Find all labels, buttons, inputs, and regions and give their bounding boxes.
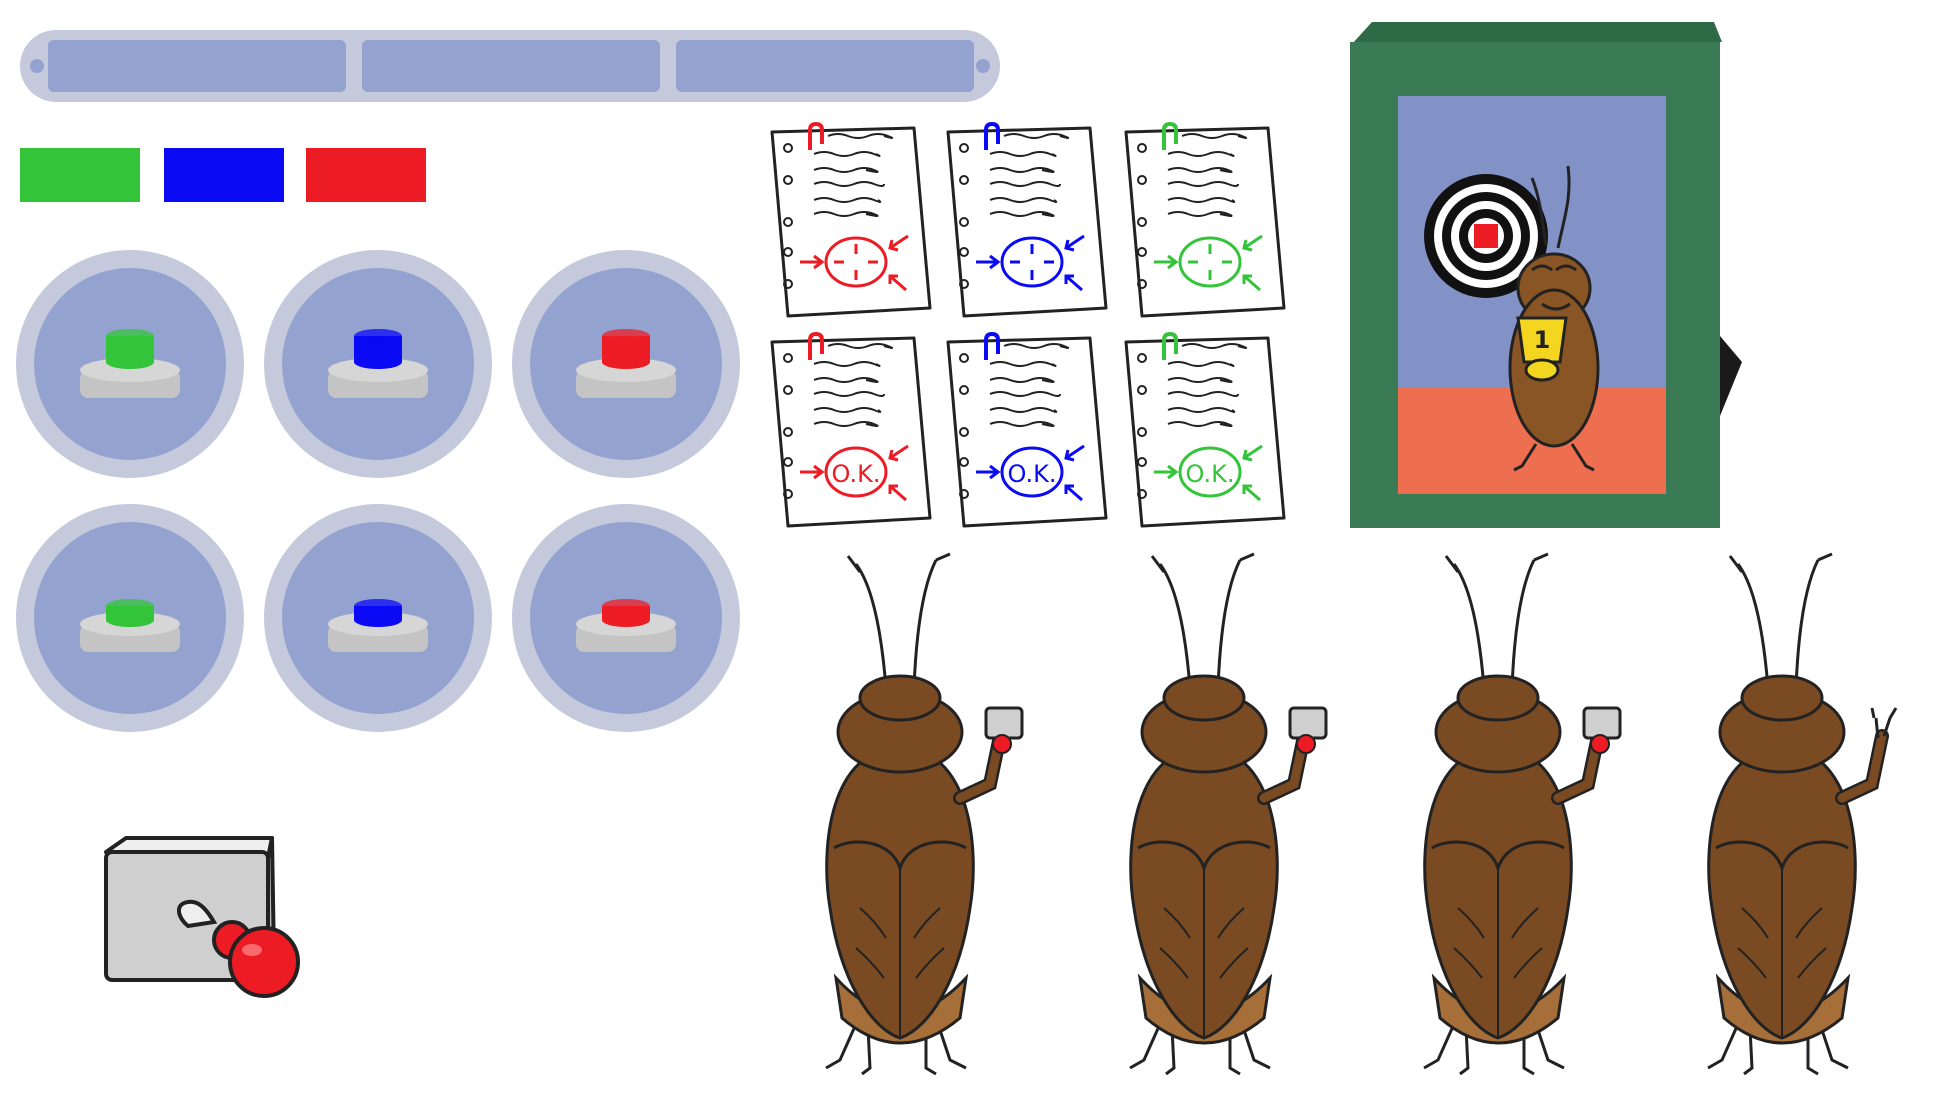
segment-3[interactable] — [676, 40, 974, 92]
raised-button-3[interactable] — [512, 250, 740, 478]
champion-roach-icon — [1508, 165, 1600, 472]
raised-button-icon — [576, 329, 676, 398]
ok-stamp-text: O.K. — [832, 460, 881, 488]
swatch-red[interactable] — [306, 148, 426, 202]
cockroach-icon — [1129, 552, 1328, 1076]
bullseye-target-icon — [1424, 174, 1548, 298]
raised-button-icon — [328, 329, 428, 398]
raised-button-1[interactable] — [16, 250, 244, 478]
segment-1[interactable] — [48, 40, 346, 92]
segment-bar-right-cap — [976, 59, 990, 73]
segment-bar-left-cap — [30, 59, 44, 73]
trophy-cabinet: 1 — [1350, 22, 1742, 528]
target-document-icon[interactable] — [766, 121, 936, 320]
trophy-number: 1 — [1534, 326, 1551, 354]
swatch-blue[interactable] — [164, 148, 284, 202]
pressed-button-3[interactable] — [512, 504, 740, 732]
ok-stamp-text: O.K. — [1186, 460, 1235, 488]
target-document-icon[interactable] — [1120, 121, 1290, 320]
pressed-button-icon — [80, 599, 180, 652]
pressed-button-icon — [576, 599, 676, 652]
target-document-icon[interactable] — [942, 121, 1112, 320]
raised-button-icon — [80, 329, 180, 398]
approved-document-icon[interactable]: O.K. — [766, 331, 936, 530]
segment-2[interactable] — [362, 40, 660, 92]
pressed-button-1[interactable] — [16, 504, 244, 732]
cockroach-icon — [1423, 552, 1622, 1076]
swatch-green[interactable] — [20, 148, 140, 202]
pressed-button-2[interactable] — [264, 504, 492, 732]
approved-document-icon[interactable]: O.K. — [1120, 331, 1290, 530]
pressed-button-icon — [328, 599, 428, 652]
cockroach-icon — [825, 552, 1024, 1076]
ok-stamp-text: O.K. — [1008, 460, 1057, 488]
segment-bar — [20, 30, 1000, 102]
raised-button-2[interactable] — [264, 250, 492, 478]
remote-clicker-icon[interactable] — [96, 830, 316, 1020]
approved-document-icon[interactable]: O.K. — [942, 331, 1112, 530]
cockroach-icon — [1707, 552, 1898, 1076]
